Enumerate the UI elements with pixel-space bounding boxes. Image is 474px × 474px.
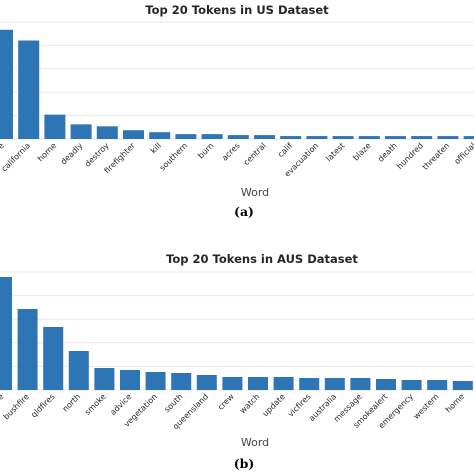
bar-calif [280,136,302,139]
x-tick-label: central [242,141,268,167]
chart-title-aus: Top 20 Tokens in AUS Dataset [166,252,358,266]
x-tick-label: fire [0,392,5,408]
x-tick-label: kill [149,141,163,155]
bar-bushfire [17,309,38,390]
bar-kill [149,132,171,139]
x-tick-label: smoke [83,392,108,417]
x-axis-label-us: Word [241,186,269,199]
bar-fire [0,29,13,139]
bar-smokealert [376,379,396,390]
x-tick-label: southern [158,141,189,172]
bar-threaten [437,136,459,139]
bar-advice [120,370,140,390]
bar-message [350,378,371,390]
x-tick-label: acres [220,141,242,163]
bar-smoke [94,368,115,390]
x-tick-label: western [412,392,441,421]
x-tick-label: north [61,392,83,414]
bar-south [171,373,192,390]
x-tick-label: threaten [421,141,452,172]
bar-firefighter [123,130,144,139]
x-tick-label: home [36,141,58,163]
bars-aus [0,277,473,390]
bar-australia [324,378,345,390]
x-tick-label: california [0,141,32,173]
bar-north [68,351,89,390]
bar-qldfires [43,327,64,390]
bar-destroy [96,126,118,139]
x-tick-label: home [444,392,466,414]
bar-western [427,380,448,390]
bar-queensland [196,375,217,390]
bar-southern [175,134,197,139]
bar-burn [201,134,223,139]
bar-hundred [411,136,433,139]
bar-crew [222,377,243,390]
bar-home [44,114,66,139]
x-tick-label: burn [196,141,215,160]
bar-acres [227,135,249,139]
bar-vegetation [145,372,166,390]
x-tick-label: fire [0,141,6,157]
x-axis-label-aus: Word [241,436,269,449]
gridlines-us [0,21,474,140]
bar-evacuation [306,136,328,139]
x-tick-label: watch [238,392,261,415]
bar-watch [248,377,268,390]
x-tick-label: calif [276,141,294,159]
x-tick-label: advice [108,392,133,417]
bar-emergency [401,380,422,390]
x-tick-label: south [162,392,184,414]
x-tick-label: qldfires [29,392,56,419]
chart-panel-aus: Top 20 Tokens in AUS Dataset firebushfir… [0,252,474,471]
x-tick-label: deadly [59,141,85,167]
x-tick-label: official [453,141,474,166]
x-tick-label: bushfire [2,392,31,421]
x-tick-label: blaze [351,141,372,162]
bar-official [463,136,474,139]
x-tick-label: latest [324,141,346,163]
bar-blaze [358,136,380,139]
bar-central [254,135,275,139]
bars-us [0,29,474,139]
bar-fire [0,277,12,390]
chart-panel-us: Top 20 Tokens in US Dataset firecaliforn… [0,3,474,219]
bar-home [452,381,473,390]
bar-california [18,40,40,139]
chart-title-us: Top 20 Tokens in US Dataset [145,3,329,17]
x-tick-label: update [261,392,287,418]
bar-deadly [70,124,92,139]
bar-death [385,136,406,139]
bar-vicfires [299,378,320,390]
x-tick-label: death [376,141,399,164]
caption-b: (b) [234,456,255,471]
bar-update [273,377,294,390]
caption-a: (a) [234,204,254,219]
bar-latest [332,136,354,139]
x-tick-label: crew [216,392,236,412]
